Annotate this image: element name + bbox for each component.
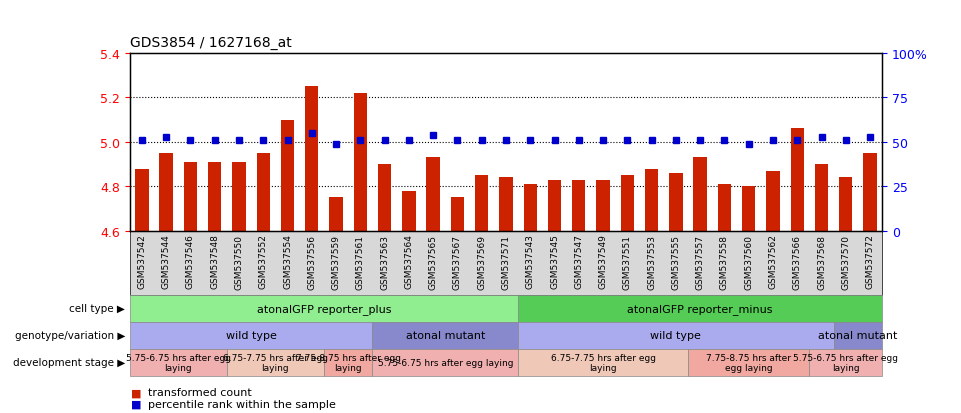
Text: 7.75-8.75 hrs after
egg laying: 7.75-8.75 hrs after egg laying [706,353,791,372]
Bar [184,162,197,231]
Bar [257,154,270,231]
Text: development stage ▶: development stage ▶ [12,357,125,368]
Bar [815,165,828,231]
Bar [500,178,512,231]
Text: 7.75-8.75 hrs after egg
laying: 7.75-8.75 hrs after egg laying [296,353,401,372]
Bar [475,176,488,231]
Text: atonalGFP reporter_minus: atonalGFP reporter_minus [628,303,773,314]
Bar [330,198,343,231]
Bar [281,120,294,231]
Text: atonalGFP reporter_plus: atonalGFP reporter_plus [257,303,391,314]
Text: 5.75-6.75 hrs after egg
laying: 5.75-6.75 hrs after egg laying [126,353,231,372]
Bar [524,185,537,231]
Bar [378,165,391,231]
Bar [839,178,852,231]
Bar [863,154,876,231]
Bar [791,129,804,231]
Bar [160,154,173,231]
Text: genotype/variation ▶: genotype/variation ▶ [14,330,125,341]
Text: wild type: wild type [226,330,277,341]
Text: 6.75-7.75 hrs after egg
laying: 6.75-7.75 hrs after egg laying [551,353,655,372]
Bar [572,180,585,231]
Text: 5.75-6.75 hrs after egg laying: 5.75-6.75 hrs after egg laying [378,358,513,367]
Bar [597,180,609,231]
Text: ■: ■ [131,387,141,397]
Bar [742,187,755,231]
Bar [305,87,318,231]
Bar [451,198,464,231]
Bar [718,185,731,231]
Text: wild type: wild type [651,330,702,341]
Bar [669,173,682,231]
Text: 5.75-6.75 hrs after egg
laying: 5.75-6.75 hrs after egg laying [793,353,899,372]
Bar [621,176,634,231]
Text: ■: ■ [131,399,141,409]
Bar [548,180,561,231]
Bar [694,158,707,231]
Bar [208,162,221,231]
Text: percentile rank within the sample: percentile rank within the sample [148,399,335,409]
Bar [354,94,367,231]
Text: transformed count: transformed count [148,387,252,397]
Text: GDS3854 / 1627168_at: GDS3854 / 1627168_at [130,36,291,50]
Text: 6.75-7.75 hrs after egg
laying: 6.75-7.75 hrs after egg laying [223,353,328,372]
Text: atonal mutant: atonal mutant [406,330,485,341]
Bar [645,169,658,231]
Bar [136,169,149,231]
Bar [403,191,415,231]
Text: atonal mutant: atonal mutant [818,330,898,341]
Bar [427,158,440,231]
Bar [233,162,246,231]
Text: cell type ▶: cell type ▶ [69,304,125,314]
Bar [766,171,779,231]
